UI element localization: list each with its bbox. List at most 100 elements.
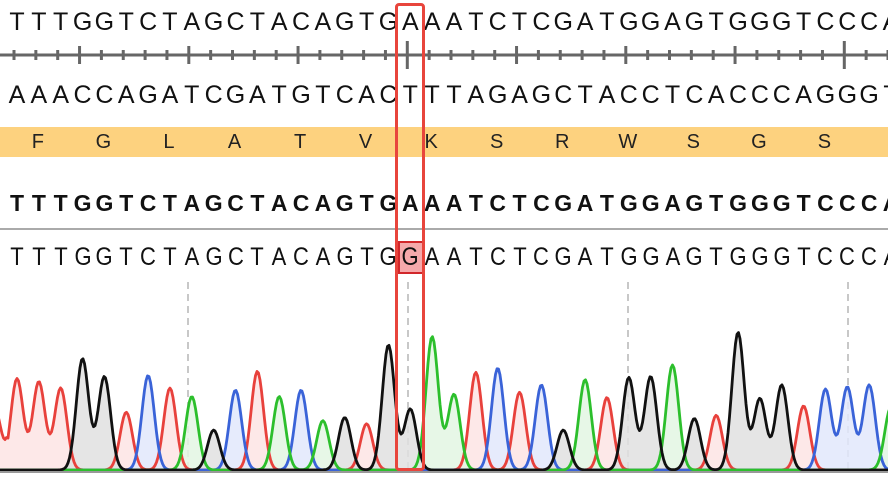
consensus-base: A xyxy=(883,186,888,220)
reference-base: C xyxy=(226,8,245,36)
reference-base: A xyxy=(664,8,681,36)
complement-base: A xyxy=(467,81,485,109)
read-base: G xyxy=(205,243,223,271)
read-base: G xyxy=(401,243,419,271)
amino-acid: G xyxy=(751,131,767,153)
reference-base: T xyxy=(511,8,528,36)
amino-acid: L xyxy=(163,131,175,153)
reference-base: C xyxy=(816,8,835,36)
reference-base: G xyxy=(728,8,748,36)
consensus-base: C xyxy=(533,190,550,216)
read-base: A xyxy=(884,240,888,274)
complement-base: T xyxy=(577,81,593,109)
read-base: G xyxy=(685,243,703,271)
consensus-base: C xyxy=(227,190,244,216)
reference-base: A xyxy=(576,8,594,36)
reference-base: C xyxy=(488,8,507,36)
reference-base: G xyxy=(378,8,399,36)
consensus-base: C xyxy=(838,190,856,216)
consensus-base: A xyxy=(664,190,681,216)
reference-base: T xyxy=(249,8,265,36)
reference-base: A xyxy=(423,8,441,36)
complement-base: C xyxy=(619,81,638,109)
consensus-base: T xyxy=(709,190,724,216)
consensus-base: G xyxy=(95,190,114,216)
reference-base: G xyxy=(619,8,639,36)
amino-acid: T xyxy=(293,131,307,153)
complement-base: A xyxy=(249,81,266,109)
complement-base: G xyxy=(487,81,508,109)
read-base: G xyxy=(620,243,638,271)
complement-base: A xyxy=(511,81,528,109)
consensus-base: G xyxy=(641,190,660,216)
consensus-base: A xyxy=(401,190,419,216)
read-base: T xyxy=(512,243,527,271)
trace-fill-G xyxy=(0,332,888,470)
read-base: G xyxy=(773,243,791,271)
reference-base: T xyxy=(468,8,484,36)
reference-base: C xyxy=(139,8,158,36)
complement-base: A xyxy=(30,81,48,109)
consensus-base: G xyxy=(554,190,573,216)
consensus-base: T xyxy=(9,190,25,216)
consensus-base: G xyxy=(335,190,354,216)
read-base: C xyxy=(293,243,309,271)
complement-base: A xyxy=(161,81,179,109)
read-base: T xyxy=(600,243,614,271)
reference-base: T xyxy=(53,8,69,36)
amino-acid: G xyxy=(95,131,112,153)
read-base: A xyxy=(446,243,462,271)
consensus-base: G xyxy=(772,190,791,216)
read-base: G xyxy=(379,243,397,271)
consensus-base: A xyxy=(423,190,441,216)
read-base: C xyxy=(489,243,506,271)
read-base: G xyxy=(554,243,572,271)
complement-base: C xyxy=(73,81,92,109)
complement-base: T xyxy=(883,78,888,112)
consensus-base: C xyxy=(489,190,506,216)
reference-base: G xyxy=(203,8,224,36)
complement-base: T xyxy=(184,81,200,109)
consensus-base: G xyxy=(750,190,769,216)
consensus-base: C xyxy=(817,190,834,216)
trace-G xyxy=(0,331,888,472)
read-base: A xyxy=(665,243,680,271)
complement-base: T xyxy=(271,81,287,109)
amino-acid: S xyxy=(686,131,701,153)
read-base: T xyxy=(53,243,68,271)
read-base: C xyxy=(227,243,244,271)
consensus-base: T xyxy=(162,190,177,216)
reference-base: T xyxy=(358,8,375,36)
reference-base: T xyxy=(599,8,615,36)
complement-base: A xyxy=(52,81,70,109)
reference-base: C xyxy=(532,8,551,36)
read-base: C xyxy=(533,243,550,271)
complement-base: G xyxy=(225,81,246,109)
track-divider xyxy=(0,228,888,230)
reference-base: T xyxy=(795,8,812,36)
reference-base: A xyxy=(445,8,463,36)
read-base: G xyxy=(336,243,354,271)
consensus-base: C xyxy=(139,190,157,216)
amino-acid: R xyxy=(555,131,570,153)
complement-base: G xyxy=(859,81,879,109)
consensus-base: T xyxy=(53,190,68,216)
reference-base: G xyxy=(772,8,792,36)
complement-base: C xyxy=(335,81,354,109)
complement-base: A xyxy=(795,81,812,109)
complement-base: C xyxy=(95,81,114,109)
amino-acid: S xyxy=(490,131,504,153)
selected-column-box[interactable] xyxy=(395,3,425,471)
reference-base: A xyxy=(883,5,888,39)
read-base: C xyxy=(861,243,878,271)
consensus-base: T xyxy=(512,190,527,216)
consensus-base: A xyxy=(314,190,332,216)
complement-base: G xyxy=(815,81,836,109)
complement-base: T xyxy=(446,81,462,109)
